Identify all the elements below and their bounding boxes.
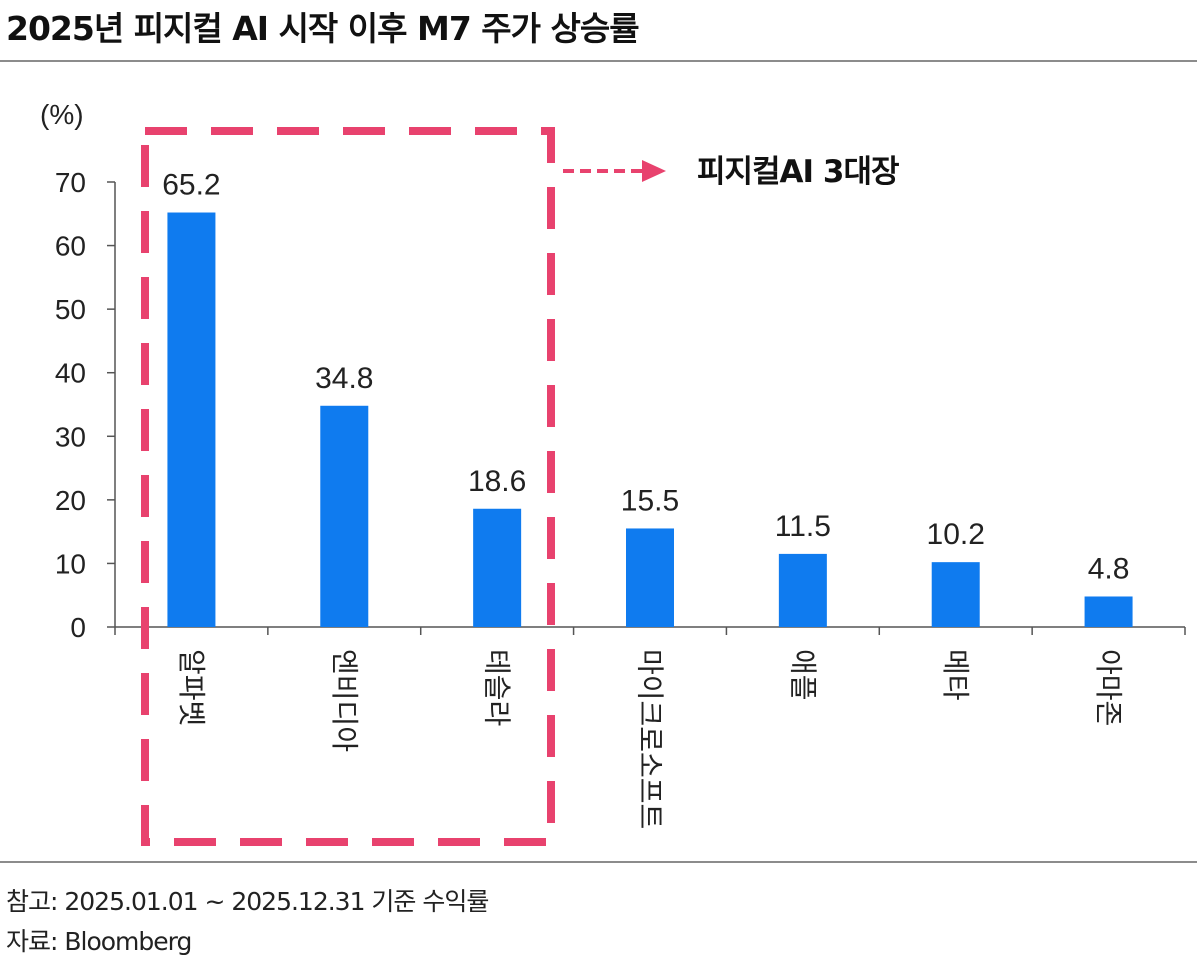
footnote: 참고: 2025.01.01 ~ 2025.12.31 기준 수익률 — [6, 887, 489, 916]
value-label: 11.5 — [775, 510, 831, 543]
category-label: 메타 — [940, 649, 971, 701]
x-axis — [114, 626, 1186, 635]
callout-arrow-head — [642, 160, 666, 182]
callout-label: 피지컬AI 3대장 — [697, 154, 899, 190]
value-label: 10.2 — [927, 518, 985, 551]
bar — [320, 405, 369, 627]
y-tick-label: 60 — [55, 231, 86, 262]
category-label: 알파벳 — [176, 649, 207, 726]
y-tick-label: 50 — [55, 294, 86, 325]
y-tick-label: 20 — [55, 485, 86, 516]
y-tick-label: 70 — [55, 167, 86, 198]
value-label: 34.8 — [315, 362, 373, 395]
category-label: 애플 — [787, 649, 818, 701]
y-tick-label: 30 — [55, 421, 86, 452]
value-label: 4.8 — [1088, 552, 1130, 585]
category-label: 테슬라 — [482, 649, 513, 726]
category-label: 아마존 — [1093, 649, 1124, 726]
y-tick-label: 10 — [55, 548, 86, 579]
value-label: 15.5 — [621, 484, 679, 517]
highlight-dashed-box — [141, 127, 555, 846]
category-label: 엔비디아 — [329, 649, 360, 752]
bar — [931, 562, 980, 627]
highlight-group — [141, 127, 666, 846]
bottom-divider — [0, 861, 1197, 863]
source-note: 자료: Bloomberg — [6, 927, 192, 956]
y-axis: 0 10 20 30 40 50 60 70 — [55, 167, 116, 643]
bar — [473, 508, 522, 627]
value-label: 65.2 — [162, 169, 220, 202]
bar-chart: (%) 0 10 20 30 40 50 60 70 65.2 34.8 18.6 15.5 11.5… — [40, 99, 1186, 846]
y-tick-label: 0 — [70, 612, 86, 643]
bar — [626, 528, 674, 627]
y-tick-label: 40 — [55, 358, 86, 389]
bar — [778, 553, 827, 627]
bar — [1084, 596, 1133, 627]
category-labels: 알파벳 엔비디아 테슬라 마이크로소프트 애플 메타 아마존 — [176, 649, 1124, 829]
value-labels: 65.2 34.8 18.6 15.5 11.5 10.2 4.8 — [162, 169, 1129, 586]
top-divider — [0, 60, 1197, 62]
value-label: 18.6 — [468, 465, 526, 498]
bar-series — [167, 212, 1133, 627]
chart-title: 2025년 피지컬 AI 시작 이후 M7 주가 상승률 — [6, 9, 640, 48]
y-axis-unit-label: (%) — [40, 99, 84, 130]
bar — [167, 212, 216, 627]
category-label: 마이크로소프트 — [635, 649, 666, 829]
